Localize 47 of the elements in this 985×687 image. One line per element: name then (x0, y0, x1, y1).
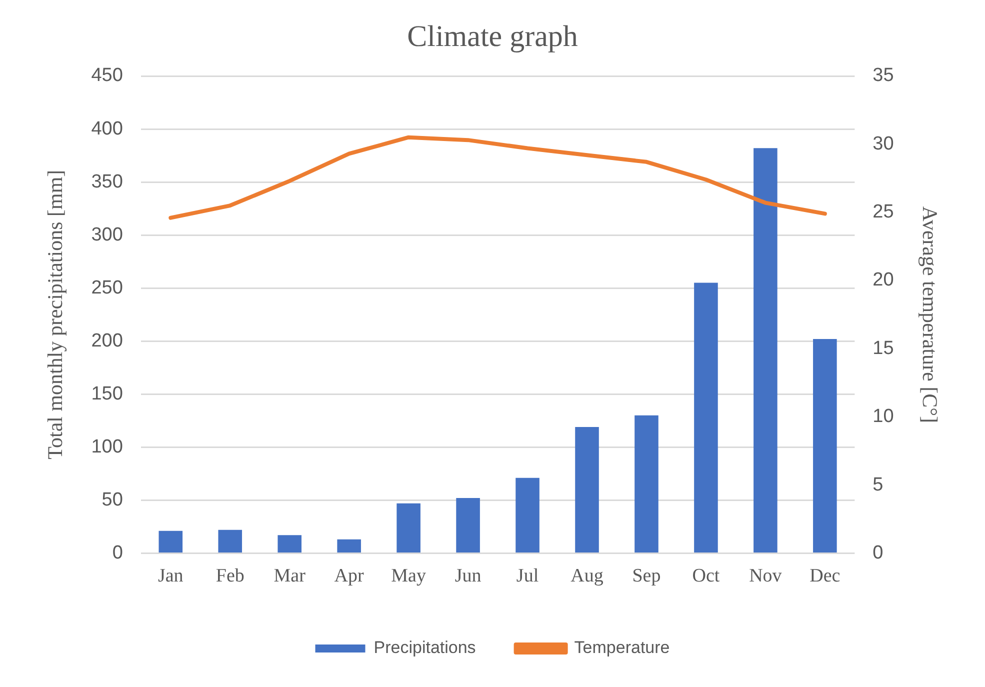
y2-tick-label: 15 (872, 338, 894, 359)
y-tick-label: 300 (91, 224, 123, 246)
bar (278, 535, 302, 552)
legend-label: Temperature (574, 638, 670, 658)
y-tick-label: 450 (91, 65, 123, 86)
bar (218, 530, 242, 552)
y2-tick-label: 10 (872, 406, 894, 428)
y2-tick-label: 20 (872, 270, 894, 291)
y-tick-label: 0 (112, 542, 123, 564)
y-tick-label: 50 (102, 489, 123, 510)
bar (337, 539, 361, 552)
y2-tick-label: 35 (872, 65, 894, 86)
y2-tick-label: 25 (872, 202, 894, 223)
y-tick-label: 250 (91, 277, 123, 298)
bar (694, 282, 718, 552)
x-tick-label: Nov (749, 566, 782, 587)
bar (158, 530, 183, 552)
x-tick-label: Jun (454, 566, 482, 587)
y-tick-label: 350 (91, 171, 123, 192)
x-tick-label: May (391, 566, 426, 587)
y-tick-label: 150 (91, 383, 123, 404)
y2-tick-label: 5 (872, 474, 884, 496)
y-axis-title: Total monthly precipitations [mm] (43, 170, 68, 460)
x-tick-label: Feb (216, 566, 244, 587)
x-tick-label: Jul (516, 566, 539, 587)
y2-tick-label: 30 (872, 133, 894, 154)
x-tick-label: Jan (158, 566, 184, 587)
x-tick-label: Oct (692, 566, 720, 587)
bar (575, 427, 599, 552)
bar (813, 338, 837, 552)
x-tick-label: Dec (810, 566, 840, 587)
y-tick-label: 400 (91, 118, 123, 140)
bar (396, 503, 420, 552)
legend-label: Precipitations (374, 638, 476, 658)
x-tick-label: Mar (274, 566, 306, 587)
y-tick-label: 200 (91, 330, 123, 352)
x-tick-label: Sep (632, 566, 661, 587)
bar (516, 478, 540, 552)
y2-tick-label: 0 (872, 542, 884, 564)
chart-title: Climate graph (407, 20, 578, 53)
y-tick-label: 100 (91, 436, 123, 458)
x-tick-label: Apr (334, 566, 365, 587)
bar (754, 148, 778, 552)
x-tick-label: Aug (570, 566, 604, 587)
y2-axis-title: Average temperature [C°] (918, 206, 942, 423)
bar (634, 415, 658, 552)
bar (456, 498, 480, 552)
